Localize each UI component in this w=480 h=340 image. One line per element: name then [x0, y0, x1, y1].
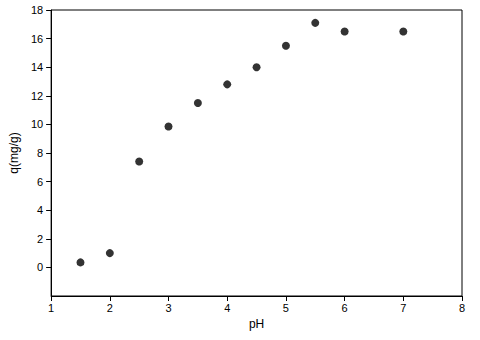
- svg-text:12: 12: [31, 90, 43, 102]
- svg-text:q(mg/g): q(mg/g): [7, 132, 21, 173]
- svg-text:14: 14: [31, 61, 43, 73]
- svg-text:10: 10: [31, 118, 43, 130]
- svg-text:2: 2: [107, 302, 113, 314]
- svg-text:8: 8: [459, 302, 465, 314]
- svg-text:pH: pH: [249, 317, 264, 331]
- svg-text:8: 8: [37, 147, 43, 159]
- svg-text:16: 16: [31, 33, 43, 45]
- svg-text:6: 6: [342, 302, 348, 314]
- svg-text:4: 4: [37, 204, 43, 216]
- svg-text:2: 2: [37, 233, 43, 245]
- svg-text:18: 18: [31, 4, 43, 16]
- svg-text:4: 4: [224, 302, 230, 314]
- svg-text:5: 5: [283, 302, 289, 314]
- svg-text:7: 7: [400, 302, 406, 314]
- svg-text:0: 0: [37, 261, 43, 273]
- svg-text:3: 3: [165, 302, 171, 314]
- svg-text:6: 6: [37, 176, 43, 188]
- svg-text:1: 1: [48, 302, 54, 314]
